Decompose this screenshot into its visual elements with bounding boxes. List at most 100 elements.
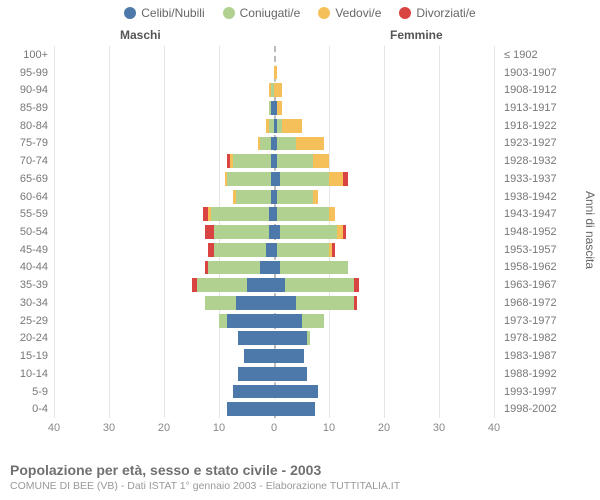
chart-rows xyxy=(54,46,494,418)
bar-male xyxy=(54,117,274,135)
age-axis-labels: 100+95-9990-9485-8980-8475-7970-7465-696… xyxy=(0,46,52,418)
segment-coniugati xyxy=(219,314,227,328)
bar-male xyxy=(54,135,274,153)
pyramid-chart: 40302010010203040 xyxy=(54,46,494,440)
segment-coniugati xyxy=(307,331,310,345)
bar-row xyxy=(54,365,494,383)
vedovi-swatch xyxy=(318,7,330,19)
age-label: 50-54 xyxy=(0,223,52,241)
bar-row xyxy=(54,259,494,277)
bar-male xyxy=(54,276,274,294)
x-tick: 10 xyxy=(213,422,225,434)
age-label: 45-49 xyxy=(0,241,52,259)
birth-label: 1918-1922 xyxy=(500,117,600,135)
legend-label: Celibi/Nubili xyxy=(141,6,204,20)
age-label: 60-64 xyxy=(0,188,52,206)
segment-divorziati xyxy=(205,225,213,239)
segment-celibi xyxy=(227,402,274,416)
birth-label: 1903-1907 xyxy=(500,64,600,82)
segment-vedovi xyxy=(282,119,301,133)
footer: Popolazione per età, sesso e stato civil… xyxy=(10,462,400,492)
segment-coniugati xyxy=(197,278,247,292)
label-femmine: Femmine xyxy=(390,28,443,42)
birth-label: 1923-1927 xyxy=(500,135,600,153)
birth-label: 1968-1972 xyxy=(500,294,600,312)
segment-vedovi xyxy=(313,154,330,168)
segment-celibi xyxy=(227,314,274,328)
segment-celibi xyxy=(238,331,274,345)
bar-row xyxy=(54,330,494,348)
age-label: 15-19 xyxy=(0,347,52,365)
segment-divorziati xyxy=(332,243,335,257)
bar-male xyxy=(54,152,274,170)
bar-row xyxy=(54,205,494,223)
birth-label: 1913-1917 xyxy=(500,99,600,117)
birth-label: 1908-1912 xyxy=(500,81,600,99)
bar-row xyxy=(54,223,494,241)
bar-female xyxy=(274,276,494,294)
birth-label: 1983-1987 xyxy=(500,347,600,365)
segment-celibi xyxy=(244,349,274,363)
label-maschi: Maschi xyxy=(120,28,161,42)
bar-male xyxy=(54,383,274,401)
age-label: 65-69 xyxy=(0,170,52,188)
segment-coniugati xyxy=(296,296,354,310)
bar-female xyxy=(274,188,494,206)
age-label: 55-59 xyxy=(0,205,52,223)
legend-label: Coniugati/e xyxy=(240,6,301,20)
age-label: 75-79 xyxy=(0,135,52,153)
bar-row xyxy=(54,81,494,99)
x-tick: 40 xyxy=(48,422,60,434)
birth-label: 1978-1982 xyxy=(500,330,600,348)
coniugati-swatch xyxy=(223,7,235,19)
bar-male xyxy=(54,347,274,365)
bar-row xyxy=(54,312,494,330)
birth-label: 1998-2002 xyxy=(500,400,600,418)
segment-vedovi xyxy=(329,207,335,221)
segment-divorziati xyxy=(343,172,349,186)
celibi-swatch xyxy=(124,7,136,19)
x-tick: 20 xyxy=(378,422,390,434)
age-label: 70-74 xyxy=(0,152,52,170)
bar-female xyxy=(274,117,494,135)
segment-celibi xyxy=(274,367,307,381)
segment-celibi xyxy=(236,296,275,310)
legend: Celibi/NubiliConiugati/eVedovi/eDivorzia… xyxy=(0,6,600,20)
chart-subtitle: COMUNE DI BEE (VB) - Dati ISTAT 1° genna… xyxy=(10,480,400,492)
bar-male xyxy=(54,46,274,64)
x-tick: 30 xyxy=(103,422,115,434)
segment-coniugati xyxy=(233,154,272,168)
bar-female xyxy=(274,312,494,330)
bar-male xyxy=(54,259,274,277)
legend-item-celibi: Celibi/Nubili xyxy=(124,6,204,20)
bar-row xyxy=(54,276,494,294)
bar-male xyxy=(54,205,274,223)
bar-female xyxy=(274,64,494,82)
segment-vedovi xyxy=(277,101,283,115)
bar-male xyxy=(54,188,274,206)
segment-celibi xyxy=(266,243,274,257)
segment-vedovi xyxy=(313,190,319,204)
age-label: 85-89 xyxy=(0,99,52,117)
bar-female xyxy=(274,383,494,401)
segment-vedovi xyxy=(274,83,282,97)
age-label: 100+ xyxy=(0,46,52,64)
birth-label: 1973-1977 xyxy=(500,312,600,330)
bar-female xyxy=(274,241,494,259)
bar-row xyxy=(54,170,494,188)
age-label: 80-84 xyxy=(0,117,52,135)
bar-female xyxy=(274,152,494,170)
bar-female xyxy=(274,205,494,223)
age-label: 95-99 xyxy=(0,64,52,82)
segment-celibi xyxy=(274,349,304,363)
birth-label: 1988-1992 xyxy=(500,365,600,383)
bar-female xyxy=(274,347,494,365)
segment-celibi xyxy=(274,402,315,416)
bar-row xyxy=(54,347,494,365)
legend-label: Divorziati/e xyxy=(416,6,475,20)
bar-row xyxy=(54,46,494,64)
bar-row xyxy=(54,383,494,401)
bar-row xyxy=(54,241,494,259)
bar-male xyxy=(54,294,274,312)
bar-male xyxy=(54,241,274,259)
